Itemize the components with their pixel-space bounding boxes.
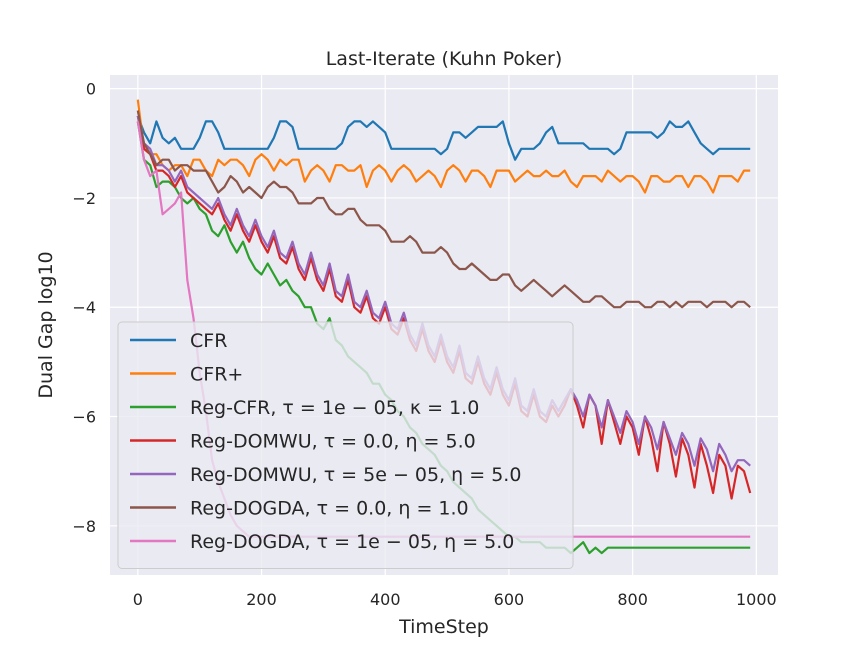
y-tick-label: −8 (72, 517, 96, 536)
legend-label: CFR+ (190, 364, 243, 386)
legend-label: Reg-DOMWU, τ = 0.0, η = 5.0 (190, 431, 476, 453)
y-tick-label: −2 (72, 189, 96, 208)
x-tick-label: 200 (246, 590, 277, 609)
x-tick-label: 1000 (736, 590, 777, 609)
series-line-1 (136, 99, 751, 194)
ticks: 0 200 400 600 800 1000 0 −2 −4 −6 −8 (72, 80, 776, 609)
x-tick-label: 800 (617, 590, 648, 609)
legend-label: Reg-DOGDA, τ = 1e − 05, η = 5.0 (190, 531, 514, 553)
y-axis-label: Dual Gap log10 (35, 251, 57, 398)
y-tick-label: −6 (72, 408, 96, 427)
x-tick-label: 0 (133, 590, 143, 609)
chart-title: Last-Iterate (Kuhn Poker) (326, 48, 563, 70)
legend-label: Reg-DOMWU, τ = 5e − 05, η = 5.0 (190, 464, 521, 486)
series-line-5 (136, 110, 751, 309)
legend-box (117, 321, 574, 569)
legend-label: CFR (190, 330, 227, 352)
x-axis-label: TimeStep (398, 616, 489, 638)
y-tick-label: −4 (72, 298, 96, 317)
legend: CFR CFR+ Reg-CFR, τ = 1e − 05, κ = 1.0 Reg-… (117, 321, 574, 569)
legend-label: Reg-DOGDA, τ = 0.0, η = 1.0 (190, 498, 469, 520)
y-tick-label: 0 (86, 80, 96, 99)
series-line-0 (136, 115, 751, 161)
legend-label: Reg-CFR, τ = 1e − 05, κ = 1.0 (190, 397, 479, 419)
x-tick-label: 600 (494, 590, 525, 609)
x-tick-label: 400 (370, 590, 401, 609)
